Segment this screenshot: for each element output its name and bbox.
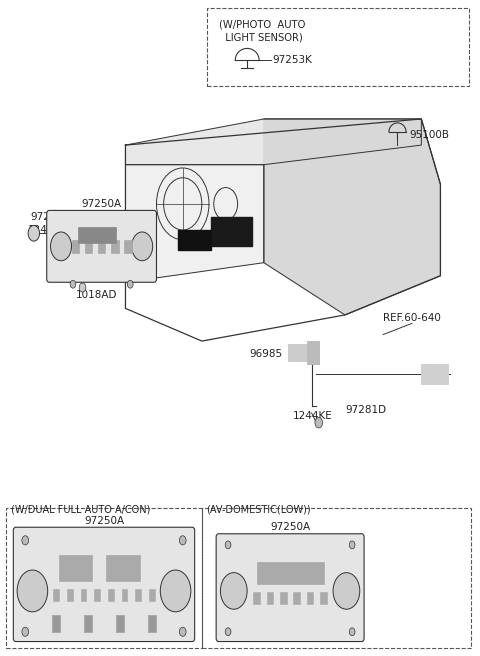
Bar (421, 364, 447, 384)
Circle shape (225, 541, 231, 549)
Bar (84, 615, 92, 632)
Bar (124, 240, 132, 253)
Text: (W/PHOTO  AUTO: (W/PHOTO AUTO (218, 19, 305, 30)
Bar (107, 555, 140, 581)
Circle shape (220, 573, 247, 609)
Circle shape (70, 280, 76, 288)
Text: (W/DUAL FULL AUTO A/CON): (W/DUAL FULL AUTO A/CON) (11, 504, 150, 514)
Text: 97250A: 97250A (270, 522, 310, 532)
Bar (108, 589, 114, 601)
Text: 1249EB: 1249EB (28, 225, 68, 235)
Bar (94, 589, 100, 601)
Bar (280, 592, 287, 604)
Bar (293, 592, 300, 604)
Circle shape (50, 232, 72, 260)
Circle shape (79, 283, 86, 292)
Text: (AV-DOMESTIC(LOW)): (AV-DOMESTIC(LOW)) (206, 504, 311, 514)
Bar (81, 589, 86, 601)
Text: 1018AD: 1018AD (76, 291, 118, 300)
Text: 1244KE: 1244KE (292, 411, 332, 421)
Text: 97253K: 97253K (273, 55, 312, 65)
Circle shape (349, 628, 355, 636)
Bar (67, 589, 73, 601)
Bar (307, 341, 319, 364)
Circle shape (225, 628, 231, 636)
Bar (288, 344, 307, 361)
Bar (211, 217, 252, 247)
Circle shape (22, 536, 29, 545)
Circle shape (132, 232, 153, 260)
Text: 95100B: 95100B (409, 131, 449, 140)
Bar (59, 555, 92, 581)
Bar (148, 615, 156, 632)
Bar (253, 592, 260, 604)
Text: REF.60-640: REF.60-640 (383, 313, 441, 323)
Text: 97254P: 97254P (30, 212, 70, 222)
Bar (320, 592, 327, 604)
Text: 97281D: 97281D (345, 405, 386, 415)
Bar (53, 589, 59, 601)
Bar (135, 589, 141, 601)
Circle shape (22, 627, 29, 636)
Circle shape (180, 627, 186, 636)
Text: 96985: 96985 (250, 349, 283, 359)
Bar (84, 240, 92, 253)
Circle shape (17, 570, 48, 612)
FancyBboxPatch shape (47, 211, 156, 282)
Text: 97250A: 97250A (84, 516, 124, 525)
Bar (52, 615, 60, 632)
Circle shape (315, 417, 323, 428)
Bar (121, 589, 127, 601)
Polygon shape (264, 119, 441, 315)
Circle shape (127, 280, 133, 288)
Bar (78, 227, 116, 243)
Circle shape (349, 541, 355, 549)
Bar (72, 240, 79, 253)
Circle shape (28, 226, 39, 241)
Text: LIGHT SENSOR): LIGHT SENSOR) (218, 32, 302, 43)
Circle shape (160, 570, 191, 612)
Bar (111, 240, 119, 253)
Bar (116, 615, 124, 632)
Bar (257, 562, 324, 584)
Bar (267, 592, 274, 604)
Bar (149, 589, 155, 601)
Polygon shape (178, 230, 211, 250)
Bar (307, 592, 313, 604)
Bar (98, 240, 106, 253)
Circle shape (333, 573, 360, 609)
FancyBboxPatch shape (13, 527, 195, 642)
Polygon shape (125, 165, 264, 282)
Text: 97250A: 97250A (82, 199, 121, 209)
Polygon shape (125, 119, 421, 165)
Circle shape (180, 536, 186, 545)
FancyBboxPatch shape (216, 534, 364, 642)
